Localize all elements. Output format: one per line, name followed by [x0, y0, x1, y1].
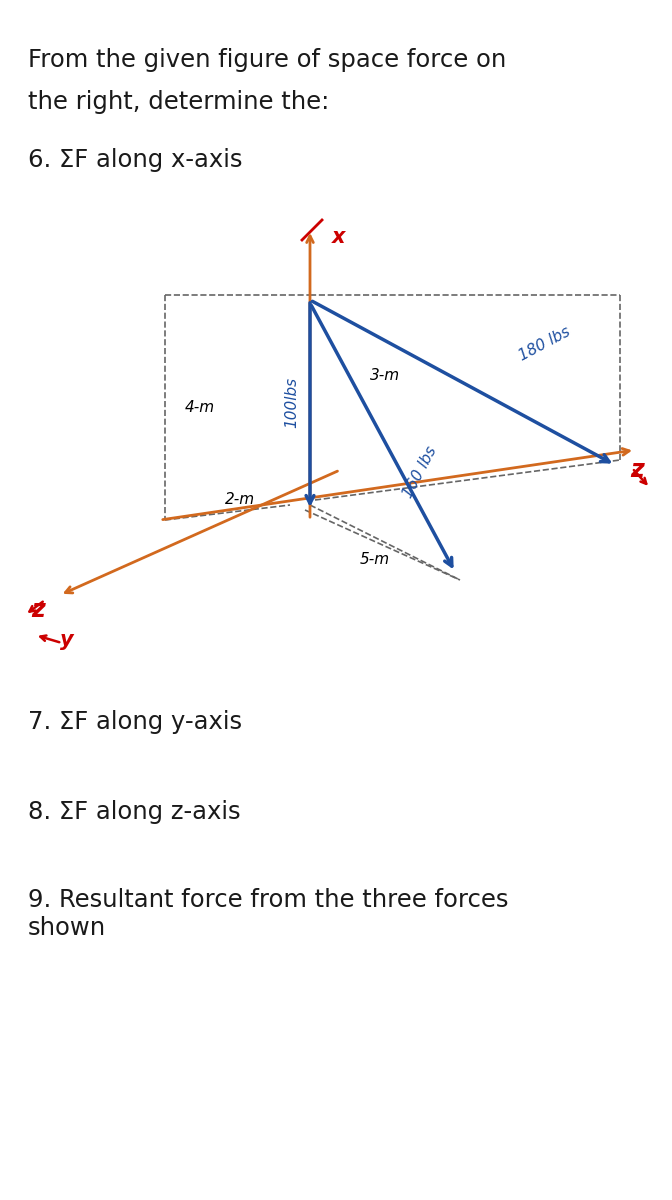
Text: z: z — [31, 598, 45, 622]
Text: x: x — [332, 227, 345, 247]
Text: 5-m: 5-m — [360, 552, 390, 568]
Text: y: y — [60, 630, 74, 650]
Text: 160 lbs: 160 lbs — [401, 444, 439, 500]
Text: 9. Resultant force from the three forces
shown: 9. Resultant force from the three forces… — [28, 888, 509, 940]
Text: 7. ΣF along y-axis: 7. ΣF along y-axis — [28, 710, 242, 734]
Text: From the given figure of space force on: From the given figure of space force on — [28, 48, 506, 72]
Text: 4-m: 4-m — [185, 400, 215, 414]
Text: 8. ΣF along z-axis: 8. ΣF along z-axis — [28, 800, 241, 824]
Text: the right, determine the:: the right, determine the: — [28, 90, 329, 114]
Text: 3-m: 3-m — [370, 367, 400, 383]
Text: 2-m: 2-m — [225, 492, 255, 508]
Text: 100lbs: 100lbs — [284, 377, 300, 427]
Text: 180 lbs: 180 lbs — [517, 324, 573, 364]
Text: 6. ΣF along x-axis: 6. ΣF along x-axis — [28, 148, 243, 172]
Text: z: z — [630, 458, 644, 482]
